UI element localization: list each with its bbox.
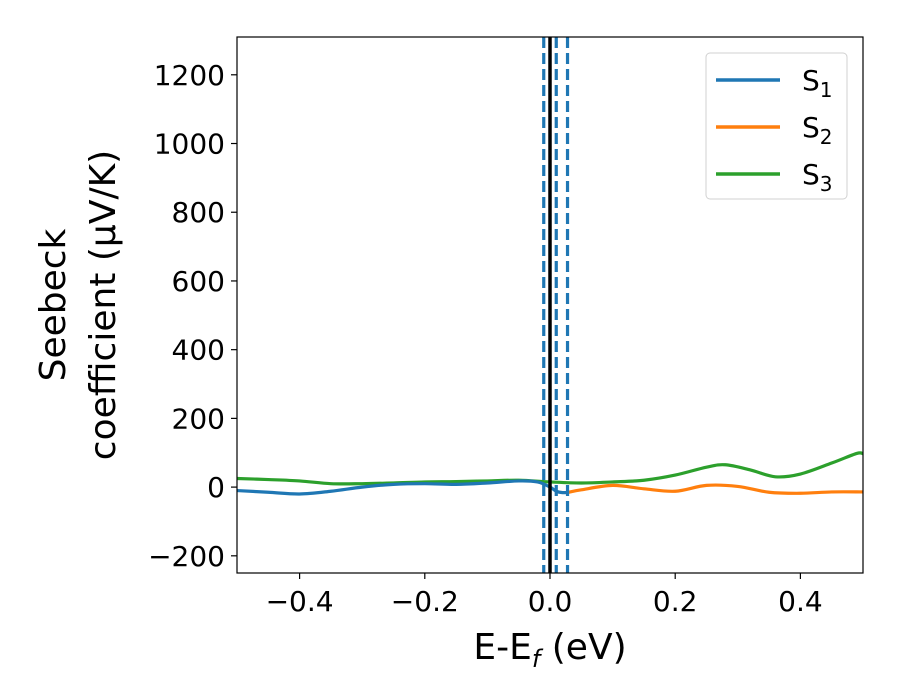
legend-label-s3: S3 <box>802 158 833 196</box>
x-tick-label: 0.2 <box>653 585 698 618</box>
x-axis-label-unit: (eV) <box>540 627 626 668</box>
x-axis-label-main: E-E <box>473 627 531 668</box>
series-line-s2 <box>568 483 863 495</box>
y-tick-label: 1000 <box>154 128 225 161</box>
x-tick-label: −0.2 <box>391 585 459 618</box>
y-tick-label: 200 <box>172 402 225 435</box>
y-tick-label: −200 <box>148 540 225 573</box>
legend: S1 S2 S3 <box>705 52 848 200</box>
legend-label-s2: S2 <box>802 111 833 149</box>
y-tick-label: 800 <box>172 196 225 229</box>
y-tick-label: 400 <box>172 334 225 367</box>
y-axis-label-line1: Seebeck <box>33 228 74 381</box>
y-tick-label: 0 <box>207 471 225 504</box>
y-tick-label: 600 <box>172 265 225 298</box>
plot-lines <box>237 451 863 496</box>
x-axis-label: E-Ef (eV) <box>473 627 626 673</box>
y-tick-label: 1200 <box>154 59 225 92</box>
y-ticks: −200 0 200 400 600 800 1000 1200 <box>148 59 237 573</box>
x-ticks: −0.4 −0.2 0.0 0.2 0.4 <box>266 573 823 618</box>
y-axis-label-line2: coefficient (μV/K) <box>83 150 124 460</box>
legend-label-s1: S1 <box>802 64 833 102</box>
x-tick-label: 0.0 <box>528 585 573 618</box>
series-line-s3 <box>237 451 863 486</box>
x-tick-label: −0.4 <box>266 585 334 618</box>
reference-lines <box>542 37 570 573</box>
series-line-s1 <box>237 479 569 496</box>
x-tick-label: 0.4 <box>778 585 823 618</box>
